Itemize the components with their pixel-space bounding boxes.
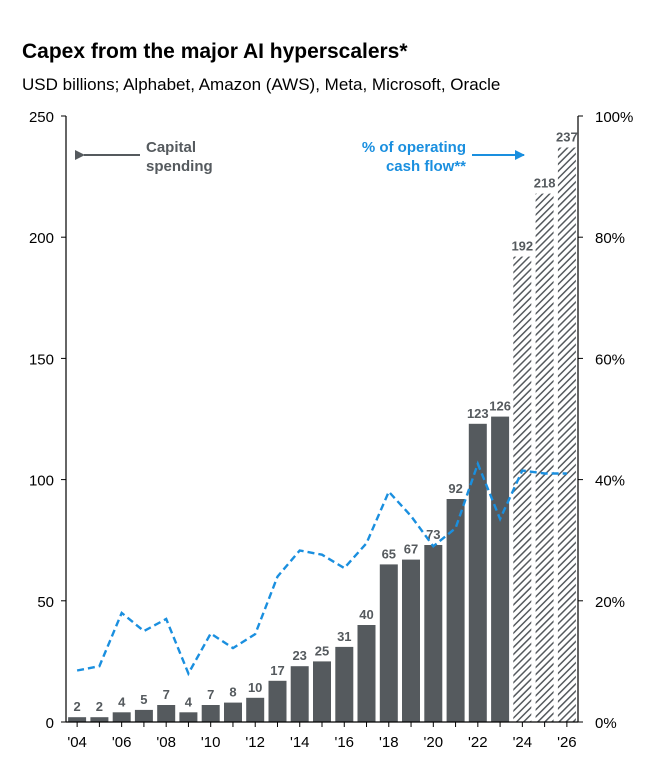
bar-label-2006: 4 bbox=[118, 694, 126, 709]
line-layer bbox=[76, 460, 567, 677]
bar-2016 bbox=[335, 646, 354, 722]
bar-2023 bbox=[491, 416, 510, 722]
x-tick-label: '08 bbox=[156, 734, 176, 751]
x-tick-label: '24 bbox=[513, 734, 533, 751]
bar-2015 bbox=[313, 661, 331, 722]
bar-label-2004: 2 bbox=[73, 699, 80, 714]
bar-2008 bbox=[157, 705, 176, 722]
chart-subtitle: USD billions; Alphabet, Amazon (AWS), Me… bbox=[22, 75, 501, 94]
left-tick-label: 150 bbox=[29, 351, 54, 368]
bar-2013 bbox=[268, 680, 287, 722]
bar-2004 bbox=[68, 717, 87, 722]
bar-label-2005: 2 bbox=[96, 699, 103, 714]
bar-label-2011: 8 bbox=[229, 685, 236, 700]
x-tick-label: '22 bbox=[468, 734, 488, 751]
bar-label-2018: 65 bbox=[382, 546, 396, 561]
cash-flow-label-line2: cash flow** bbox=[386, 158, 466, 175]
right-tick-label: 100% bbox=[595, 109, 633, 126]
left-axis-ticks: 0 50 100 150 200 250 bbox=[29, 109, 66, 732]
bar-2022 bbox=[468, 423, 487, 722]
bar-2021 bbox=[446, 499, 465, 722]
bar-2006 bbox=[112, 712, 131, 722]
left-tick-label: 250 bbox=[29, 109, 54, 126]
bar-2012 bbox=[246, 697, 265, 722]
chart-title: Capex from the major AI hyperscalers* bbox=[22, 40, 408, 63]
bar-label-2008: 7 bbox=[163, 687, 170, 702]
bar-label-2009: 4 bbox=[185, 694, 193, 709]
right-tick-label: 80% bbox=[595, 230, 625, 247]
left-tick-label: 100 bbox=[29, 473, 54, 490]
bar-label-2022: 123 bbox=[467, 406, 489, 421]
bar-label-2007: 5 bbox=[140, 692, 147, 707]
bar-label-2025: 218 bbox=[534, 176, 556, 191]
x-tick-label: '16 bbox=[334, 734, 354, 751]
right-tick-label: 20% bbox=[595, 594, 625, 611]
x-tick-label: '12 bbox=[245, 734, 265, 751]
bar-2018 bbox=[379, 564, 398, 722]
left-tick-label: 50 bbox=[37, 594, 54, 611]
bar-label-2020: 73 bbox=[426, 527, 440, 542]
right-tick-label: 60% bbox=[595, 351, 625, 368]
bar-label-2015: 25 bbox=[315, 643, 329, 658]
bar-label-2017: 40 bbox=[359, 607, 373, 622]
bar-2019 bbox=[402, 559, 420, 722]
right-tick-label: 40% bbox=[595, 473, 625, 490]
bar-label-2019: 67 bbox=[404, 542, 418, 557]
left-tick-label: 0 bbox=[46, 715, 54, 732]
bar-label-2024: 192 bbox=[511, 239, 533, 254]
bar-2017 bbox=[357, 625, 376, 722]
bar-label-2023: 126 bbox=[489, 399, 511, 414]
bars-layer bbox=[68, 147, 576, 723]
bar-2020 bbox=[424, 545, 443, 722]
bar-2026 bbox=[557, 147, 576, 722]
cash-flow-label-line1: % of operating bbox=[362, 139, 466, 156]
bar-2009 bbox=[179, 712, 198, 722]
bar-label-2026: 237 bbox=[556, 130, 578, 145]
bar-label-2016: 31 bbox=[337, 629, 351, 644]
bar-2014 bbox=[290, 666, 309, 722]
x-tick-label: '04 bbox=[67, 734, 87, 751]
bar-label-2010: 7 bbox=[207, 687, 214, 702]
left-tick-label: 200 bbox=[29, 230, 54, 247]
bar-label-2013: 17 bbox=[270, 663, 284, 678]
bar-2024 bbox=[513, 256, 532, 722]
x-axis-ticks: '04 '06 '08 '10 '12 '14 '16 '18 '20 '22 '24 '26 bbox=[67, 722, 577, 751]
bar-label-2014: 23 bbox=[292, 648, 306, 663]
bar-2025 bbox=[535, 193, 554, 723]
x-tick-label: '18 bbox=[379, 734, 399, 751]
bar-label-2021: 92 bbox=[448, 481, 462, 496]
capital-spending-label-line1: Capital bbox=[146, 139, 196, 156]
bar-label-2012: 10 bbox=[248, 680, 262, 695]
capital-spending-label-line2: spending bbox=[146, 158, 213, 175]
right-tick-label: 0% bbox=[595, 715, 617, 732]
x-tick-label: '06 bbox=[112, 734, 132, 751]
x-tick-label: '20 bbox=[424, 734, 444, 751]
bar-2007 bbox=[134, 709, 153, 722]
right-axis-ticks: 0% 20% 40% 60% 80% 100% bbox=[578, 109, 633, 732]
bar-2011 bbox=[224, 702, 242, 722]
bar-2010 bbox=[201, 705, 220, 722]
operating-cash-flow-line bbox=[76, 460, 567, 677]
x-tick-label: '14 bbox=[290, 734, 310, 751]
x-tick-label: '10 bbox=[201, 734, 221, 751]
x-tick-label: '26 bbox=[557, 734, 577, 751]
bar-2005 bbox=[90, 717, 109, 722]
